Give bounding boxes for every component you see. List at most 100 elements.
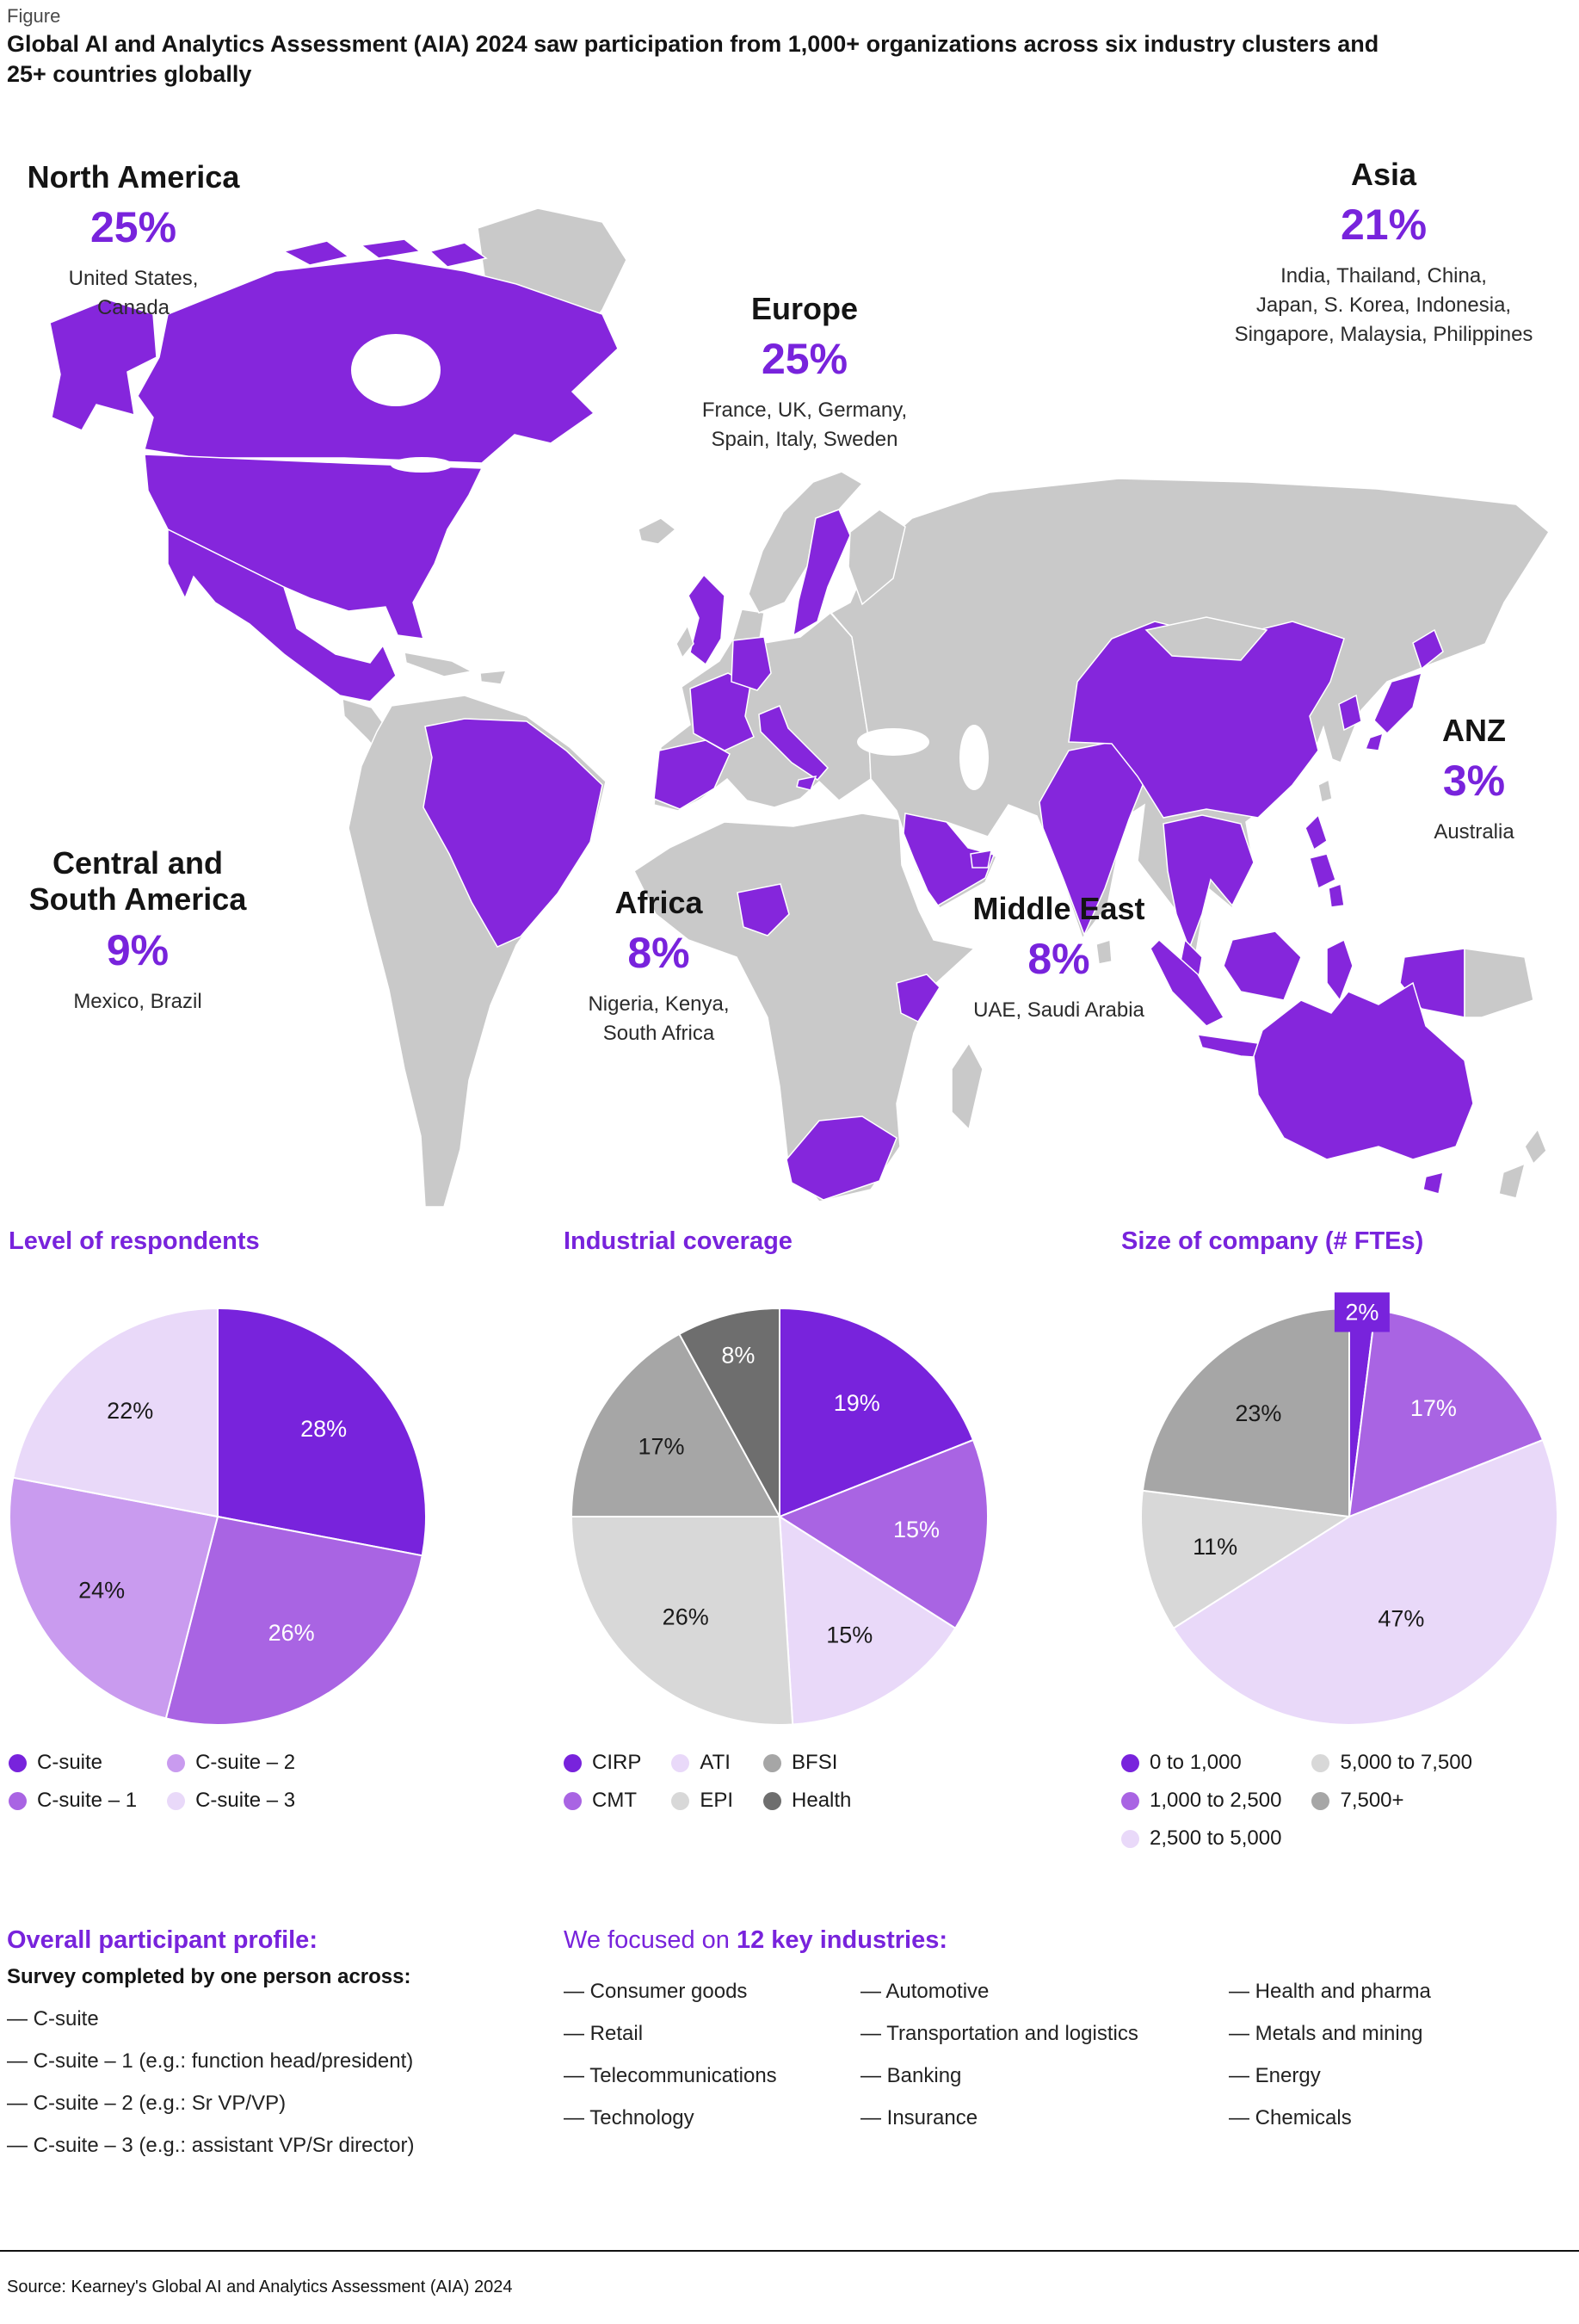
legend-dot-icon — [671, 1791, 690, 1810]
pie-callout-box — [1334, 1292, 1390, 1332]
legend-label: C-suite – 2 — [195, 1751, 296, 1774]
legend-item: 2,500 to 5,000 — [1121, 1826, 1281, 1851]
map-arctic-island — [281, 240, 350, 266]
region-name: Africa — [614, 885, 703, 920]
legend-column: ATI EPI — [671, 1751, 733, 1826]
region-name: Europe — [750, 291, 858, 326]
pie-slice — [777, 1438, 989, 1630]
pie-chart-industrial-coverage: 19% 15% 15% 26% 17% 8% — [570, 1307, 989, 1726]
map-country-south-korea — [1338, 694, 1362, 732]
participant-profile-heading: Overall participant profile: — [7, 1926, 318, 1954]
legend-dot-icon — [763, 1791, 782, 1810]
legend-item: CMT — [564, 1789, 641, 1813]
figure-eyebrow: Figure — [7, 5, 61, 27]
pie-slice-label: 2% — [1345, 1300, 1379, 1326]
pie-slice-label: 17% — [1410, 1395, 1457, 1421]
map-country-norway — [748, 471, 864, 614]
map-region-label-north-america: North America 25% United States, Canada — [4, 159, 262, 323]
list-item: — Health and pharma — [1229, 1980, 1431, 2003]
pie-chart-level-of-respondents: 28% 26% 24% 22% — [9, 1307, 427, 1726]
list-item: — Telecommunications — [564, 2064, 777, 2087]
map-region-label-anz: ANZ 3% Australia — [1401, 713, 1547, 847]
legend-label: CIRP — [592, 1751, 642, 1774]
region-percentage: 9% — [106, 925, 170, 974]
map-region-label-africa: Africa 8% Nigeria, Kenya, South Africa — [558, 885, 760, 1048]
map-country-saudi-arabia — [903, 813, 995, 906]
pie-slice — [164, 1515, 423, 1726]
list-item: — Metals and mining — [1229, 2022, 1423, 2045]
pie-slice — [1141, 1307, 1350, 1518]
list-item: — Banking — [860, 2064, 962, 2087]
chart-title-level-of-respondents: Level of respondents — [9, 1227, 260, 1255]
map-country-philippines — [1328, 882, 1345, 908]
map-region-indochina — [1163, 814, 1255, 951]
legend-label: CMT — [592, 1789, 637, 1812]
map-country-madagascar — [951, 1041, 984, 1131]
legend-dot-icon — [1121, 1791, 1139, 1810]
map-country-germany — [731, 636, 772, 691]
region-country-line: Japan, S. Korea, Indonesia, — [1255, 294, 1512, 318]
map-region-label-middle-east: Middle East 8% UAE, Saudi Arabia — [936, 891, 1181, 1025]
participant-profile-section: Overall participant profile: Survey comp… — [7, 1926, 540, 2158]
industries-column-1: — Consumer goods — Retail — Telecommunicat… — [564, 1980, 777, 2148]
pie-slice — [1140, 1489, 1352, 1630]
legend-item: 1,000 to 2,500 — [1121, 1789, 1281, 1813]
region-percentage: 25% — [761, 335, 848, 384]
list-item: — Automotive — [860, 1980, 990, 2003]
map-country-mexico — [167, 528, 397, 702]
legend-dot-icon — [9, 1753, 27, 1772]
region-countries: Australia — [1401, 818, 1547, 847]
world-map — [49, 207, 1550, 1208]
legend-item: CIRP — [564, 1751, 641, 1775]
pie-slice-label: 47% — [1378, 1606, 1424, 1632]
legend-item: ATI — [671, 1751, 733, 1775]
list-item: — C-suite — [7, 2007, 99, 2030]
map-arctic-island — [360, 238, 422, 259]
legend-industrial-coverage: CIRP CMT ATI EPI BFSI Health — [564, 1751, 851, 1826]
region-countries: Nigeria, Kenya, South Africa — [558, 990, 760, 1048]
legend-label: EPI — [700, 1789, 734, 1812]
list-item: — C-suite – 3 (e.g.: assistant VP/Sr dir… — [7, 2134, 415, 2157]
legend-column: BFSI Health — [763, 1751, 851, 1826]
pie-slice-label: 15% — [893, 1517, 940, 1542]
map-country-uk — [688, 573, 725, 666]
legend-label: C-suite – 1 — [37, 1789, 138, 1812]
legend-dot-icon — [671, 1753, 690, 1772]
region-name: ANZ — [1442, 713, 1506, 748]
legend-item: C-suite – 2 — [167, 1751, 295, 1775]
map-country-new-zealand — [1498, 1162, 1527, 1199]
map-region-label-asia: Asia 21% India, Thailand, China, Japan, … — [1212, 157, 1556, 349]
map-caspian-sea — [959, 725, 989, 790]
region-countries: UAE, Saudi Arabia — [936, 996, 1181, 1025]
participant-profile-subheading: Survey completed by one person across: — [7, 1965, 411, 1988]
map-country-japan — [1364, 732, 1385, 751]
region-country-line: France, UK, Germany, — [701, 399, 908, 423]
map-country-cuba — [404, 652, 474, 677]
map-country-kenya — [896, 973, 941, 1023]
region-countries: Mexico, Brazil — [0, 987, 275, 1017]
region-country-line: United States, — [68, 267, 199, 291]
legend-dot-icon — [1311, 1791, 1330, 1810]
list-item: — Transportation and logistics — [860, 2022, 1138, 2045]
map-country-philippines — [1305, 813, 1328, 851]
pie-slice-label: 26% — [268, 1620, 315, 1646]
map-country-india — [1039, 741, 1147, 936]
map-region-label-central-south-america: Central and South America 9% Mexico, Bra… — [0, 845, 275, 1017]
legend-dot-icon — [1121, 1753, 1139, 1772]
legend-column: CIRP CMT — [564, 1751, 641, 1826]
legend-label: 1,000 to 2,500 — [1150, 1789, 1282, 1812]
legend-label: BFSI — [792, 1751, 838, 1774]
region-name: North America — [27, 159, 240, 195]
map-country-china — [1068, 621, 1345, 819]
pie-slice-label: 24% — [78, 1578, 125, 1604]
legend-column: 0 to 1,000 1,000 to 2,500 2,500 to 5,000 — [1121, 1751, 1281, 1864]
pie-slice — [217, 1307, 427, 1557]
map-country-finland — [848, 509, 906, 606]
legend-size-of-company: 0 to 1,000 1,000 to 2,500 2,500 to 5,000 5,… — [1121, 1751, 1472, 1864]
pie-slice-label: 17% — [638, 1434, 684, 1460]
region-country-line: Singapore, Malaysia, Philippines — [1234, 322, 1533, 346]
industries-heading-prefix: We focused on — [564, 1926, 737, 1954]
map-hudson-bay — [351, 334, 441, 406]
map-island-borneo — [1223, 930, 1302, 1001]
footer-rule — [0, 2250, 1579, 2252]
